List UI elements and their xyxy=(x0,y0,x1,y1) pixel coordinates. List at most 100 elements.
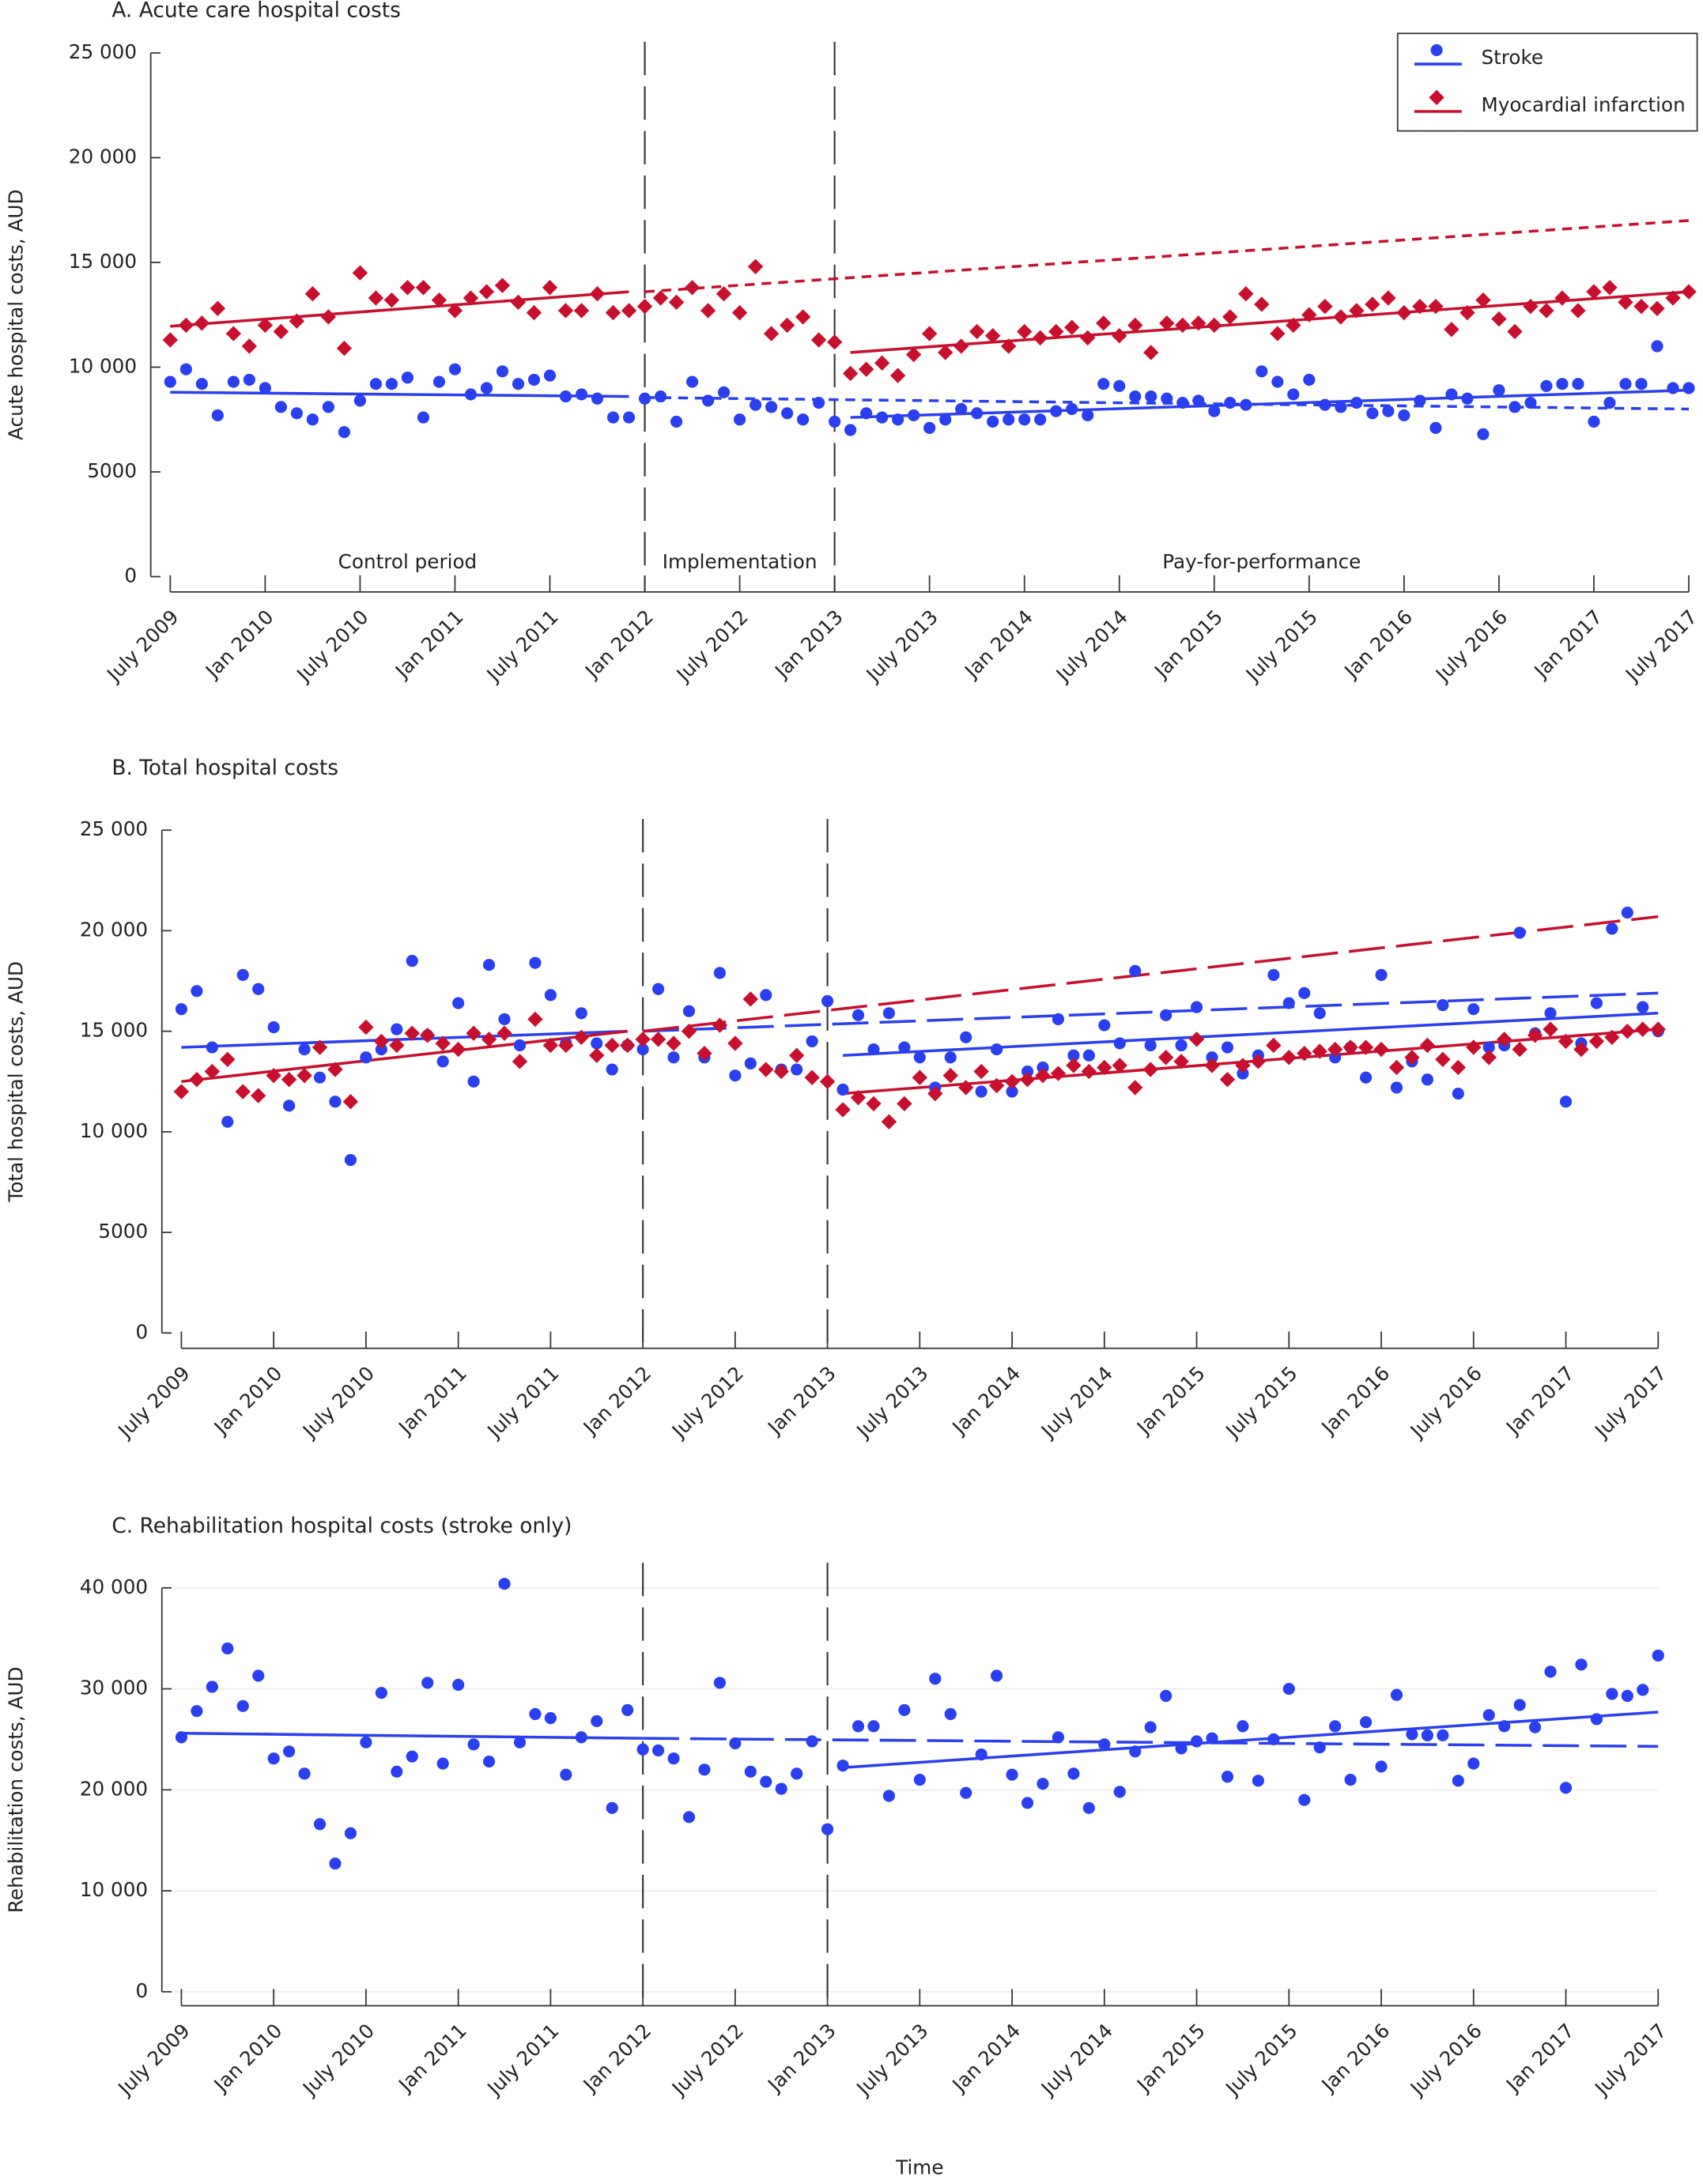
point xyxy=(513,1039,527,1052)
x-tick-label: July 2009 xyxy=(101,605,183,687)
point xyxy=(1157,1050,1174,1066)
point xyxy=(1067,1049,1080,1062)
y-tick-label: 20 000 xyxy=(69,145,137,168)
point xyxy=(512,378,525,390)
point xyxy=(621,1703,634,1716)
x-tick-label: Jan 2017 xyxy=(1501,2019,1579,2097)
point xyxy=(742,991,759,1007)
point xyxy=(358,1019,374,1035)
point xyxy=(210,300,226,316)
point xyxy=(1097,378,1110,390)
point xyxy=(1298,986,1311,999)
point xyxy=(701,394,715,407)
point xyxy=(401,372,414,384)
point xyxy=(542,280,558,296)
point xyxy=(466,1025,481,1041)
point xyxy=(682,1811,696,1824)
point xyxy=(1421,1073,1433,1086)
point xyxy=(191,985,203,998)
point xyxy=(1021,1065,1034,1078)
point xyxy=(960,1031,972,1043)
point xyxy=(1481,1050,1497,1066)
x-tick-label: Jan 2013 xyxy=(762,2019,840,2097)
point xyxy=(497,1025,512,1041)
point xyxy=(1329,1051,1342,1064)
point xyxy=(765,401,778,413)
point xyxy=(844,424,857,436)
point xyxy=(283,1745,296,1758)
x-tick-label: July 2017 xyxy=(1589,1362,1671,1443)
point xyxy=(697,1045,712,1062)
point xyxy=(958,1080,974,1096)
x-tick-label: July 2011 xyxy=(481,605,563,687)
point xyxy=(342,1094,359,1110)
point xyxy=(463,290,479,306)
point xyxy=(1335,401,1347,413)
point xyxy=(1482,1041,1495,1054)
x-tick-label: July 2017 xyxy=(1589,2019,1671,2100)
point xyxy=(1082,1801,1095,1814)
point xyxy=(1559,1096,1573,1108)
x-tick-label: July 2011 xyxy=(481,2019,563,2100)
point xyxy=(1206,1051,1218,1064)
point xyxy=(1382,405,1395,417)
y-tick-label: 0 xyxy=(124,564,137,587)
point xyxy=(729,1737,742,1750)
point xyxy=(1313,1007,1326,1020)
point xyxy=(775,1782,787,1795)
point xyxy=(420,1028,436,1043)
point xyxy=(1380,290,1396,306)
point xyxy=(283,1100,296,1112)
point xyxy=(1050,1066,1067,1081)
point xyxy=(606,411,620,424)
point xyxy=(1342,1039,1358,1055)
y-tick-label: 10 000 xyxy=(69,354,137,377)
point xyxy=(1365,296,1380,312)
point xyxy=(211,409,224,422)
point xyxy=(852,1009,865,1021)
panel-title: A. Acute care hospital costs xyxy=(111,0,401,23)
point xyxy=(1523,298,1539,315)
x-tick-label: Jan 2013 xyxy=(769,605,848,684)
point xyxy=(1192,394,1205,407)
point xyxy=(666,1035,682,1051)
point xyxy=(668,294,685,311)
point xyxy=(1459,304,1475,321)
point xyxy=(1160,1009,1172,1021)
point xyxy=(1176,396,1189,409)
point xyxy=(908,409,920,422)
point xyxy=(852,1720,865,1733)
point xyxy=(1113,1037,1126,1050)
point xyxy=(727,1035,743,1051)
point xyxy=(1466,1039,1482,1055)
point xyxy=(1509,401,1521,413)
point xyxy=(189,1072,205,1088)
point xyxy=(1173,1054,1189,1069)
y-tick-label: 0 xyxy=(135,1320,148,1343)
point xyxy=(1190,1735,1203,1748)
point xyxy=(700,303,716,319)
point xyxy=(498,1578,511,1590)
point xyxy=(1221,1771,1234,1783)
point xyxy=(589,286,606,302)
point xyxy=(905,346,922,363)
point xyxy=(1437,999,1449,1012)
point xyxy=(1539,303,1554,319)
point xyxy=(467,1075,480,1088)
point xyxy=(1475,292,1491,308)
point xyxy=(1204,1058,1220,1073)
point xyxy=(1143,345,1159,360)
point xyxy=(527,373,541,386)
point xyxy=(1419,1037,1436,1054)
point xyxy=(892,413,904,426)
point xyxy=(1096,315,1112,331)
point xyxy=(1312,1043,1327,1059)
point xyxy=(1603,396,1616,409)
x-tick-label: Jan 2010 xyxy=(209,2019,287,2097)
point xyxy=(744,1765,757,1778)
point xyxy=(1237,1067,1249,1080)
point xyxy=(526,304,542,321)
point xyxy=(1271,375,1284,388)
point xyxy=(1461,392,1474,405)
